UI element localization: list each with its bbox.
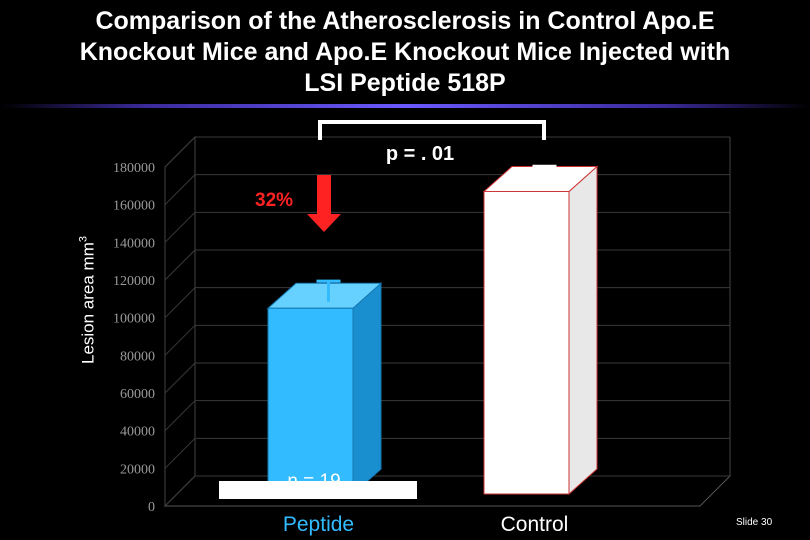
gridline [164, 287, 730, 319]
bar-peptide [267, 307, 354, 495]
gridline [164, 362, 730, 394]
y-tick-label: 140000 [113, 236, 155, 251]
x-category-label: Control [501, 513, 569, 536]
gridline [164, 174, 730, 206]
reduction-arrow-head [307, 214, 341, 232]
y-tick-label: 20000 [120, 462, 155, 477]
y-tick-label: 80000 [120, 349, 155, 364]
title-line-3: LSI Peptide 518P [304, 69, 506, 97]
title-divider [0, 104, 810, 108]
p-value-label: p = . 01 [386, 143, 454, 165]
slide-title: Comparison of the Atherosclerosis in Con… [0, 6, 810, 99]
reduction-arrow-shaft [317, 175, 331, 215]
gridline [164, 324, 730, 356]
y-tick-label: 180000 [113, 161, 155, 176]
peptide-base-strip [219, 481, 417, 499]
gridline [164, 437, 730, 469]
n-label-peptide: n = 19 [287, 471, 340, 492]
bar-side [568, 165, 598, 496]
gridline [164, 136, 730, 168]
gridline [164, 249, 730, 281]
y-tick-label: 160000 [113, 199, 155, 214]
x-category-label: Peptide [283, 513, 354, 536]
title-line-1: Comparison of the Atherosclerosis in Con… [95, 7, 715, 35]
y-tick-label: 0 [148, 500, 155, 515]
bar-side [352, 282, 382, 496]
y-tick-label: 120000 [113, 274, 155, 289]
y-tick-label: 100000 [113, 312, 155, 327]
gridline [164, 400, 730, 432]
significance-bracket [318, 120, 546, 140]
y-tick-label: 40000 [120, 425, 155, 440]
slide-number: Slide 30 [736, 517, 773, 528]
bar-control [483, 190, 570, 495]
n-label-control: n = 19 [500, 471, 553, 492]
title-line-2: Knockout Mice and Apo.E Knockout Mice In… [79, 38, 731, 66]
gridline [164, 211, 730, 243]
reduction-label: 32% [255, 190, 293, 211]
y-tick-label: 60000 [120, 387, 155, 402]
left-wall [164, 135, 196, 508]
